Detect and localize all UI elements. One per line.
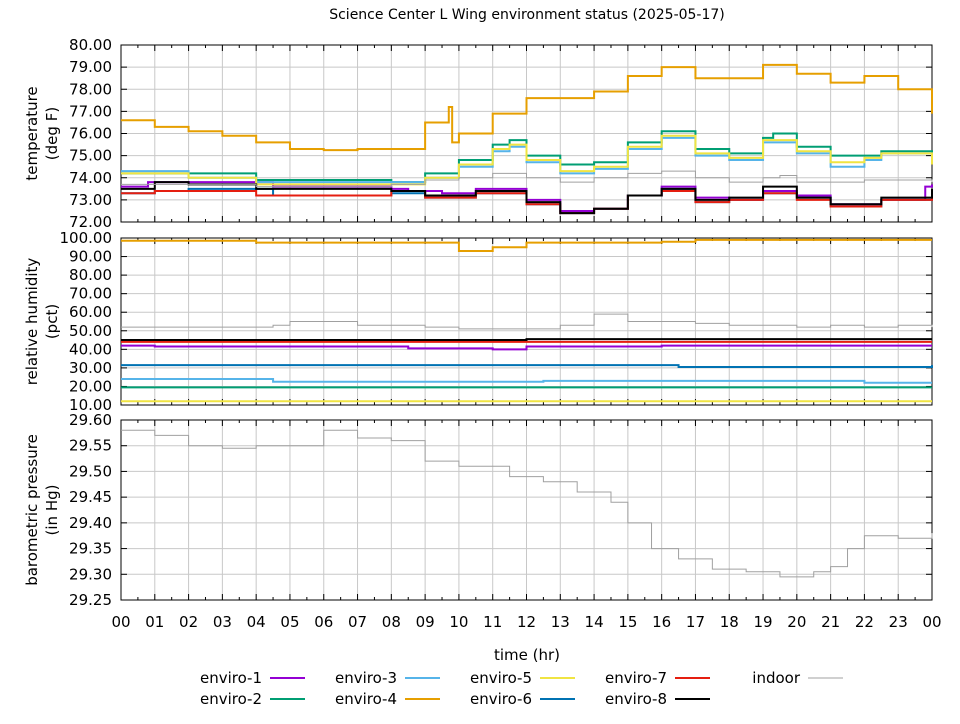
y-tick-label: 78.00 — [69, 80, 112, 98]
x-tick-label: 04 — [247, 613, 266, 631]
x-tick-label: 12 — [517, 613, 536, 631]
series-line-enviro-4 — [121, 63, 933, 152]
x-tick-label: 18 — [720, 613, 739, 631]
y-tick-label: 29.35 — [69, 540, 112, 558]
series-line-enviro-8 — [121, 181, 933, 215]
y-axis-label: barometric pressure — [23, 434, 41, 586]
y-tick-label: 90.00 — [69, 248, 112, 266]
legend-label: enviro-5 — [470, 669, 532, 687]
legend-label: enviro-6 — [470, 690, 532, 708]
x-tick-label: 00 — [111, 613, 130, 631]
panel-1: 10.0020.0030.0040.0050.0060.0070.0080.00… — [23, 229, 933, 414]
y-tick-label: 20.00 — [69, 377, 112, 395]
series-line-indoor — [121, 313, 933, 330]
x-tick-label: 22 — [855, 613, 874, 631]
series-line-enviro-6 — [121, 364, 933, 368]
plot-frame — [120, 237, 933, 406]
plot-frame — [120, 419, 933, 601]
y-axis-label: (deg F) — [43, 107, 61, 160]
y-tick-label: 29.30 — [69, 565, 112, 583]
y-tick-label: 75.00 — [69, 147, 112, 165]
y-tick-label: 79.00 — [69, 58, 112, 76]
x-tick-label: 21 — [821, 613, 840, 631]
legend-item-enviro-7: enviro-7 — [605, 669, 710, 687]
series-line-enviro-3 — [121, 378, 932, 384]
y-tick-label: 29.45 — [69, 488, 112, 506]
x-tick-label: 10 — [449, 613, 468, 631]
legend-item-enviro-6: enviro-6 — [470, 690, 575, 708]
y-tick-label: 29.25 — [69, 591, 112, 609]
legend-item-indoor: indoor — [752, 669, 843, 687]
x-tick-label: 16 — [652, 613, 671, 631]
legend-label: enviro-4 — [335, 690, 397, 708]
legend-item-enviro-5: enviro-5 — [470, 669, 575, 687]
y-tick-label: 40.00 — [69, 340, 112, 358]
series-line-enviro-1 — [121, 344, 932, 351]
y-tick-label: 76.00 — [69, 125, 112, 143]
y-tick-label: 74.00 — [69, 169, 112, 187]
series-line-enviro-8 — [121, 338, 932, 342]
series-line-indoor — [121, 170, 933, 188]
plot-frame — [120, 44, 933, 223]
x-tick-label: 09 — [416, 613, 435, 631]
x-tick-label: 07 — [348, 613, 367, 631]
x-tick-label: 13 — [551, 613, 570, 631]
legend-item-enviro-1: enviro-1 — [200, 669, 305, 687]
x-tick-label: 23 — [889, 613, 908, 631]
x-axis-label: time (hr) — [494, 646, 560, 664]
y-tick-label: 80.00 — [69, 36, 112, 54]
y-axis-label: (pct) — [43, 304, 61, 339]
x-tick-label: 15 — [618, 613, 637, 631]
x-tick-label: 02 — [179, 613, 198, 631]
legend-label: enviro-2 — [200, 690, 262, 708]
series-line-enviro-4 — [121, 238, 932, 252]
x-tick-label: 19 — [753, 613, 772, 631]
y-tick-label: 60.00 — [69, 303, 112, 321]
legend-label: enviro-7 — [605, 669, 667, 687]
y-tick-label: 29.40 — [69, 514, 112, 532]
y-tick-label: 70.00 — [69, 285, 112, 303]
panel-2: 29.25 29.30 29.35 29.40 29.45 29.50 29.55 29.60… — [23, 411, 942, 664]
y-tick-label: 30.00 — [69, 359, 112, 377]
legend-item-enviro-3: enviro-3 — [335, 669, 440, 687]
legend-item-enviro-4: enviro-4 — [335, 690, 440, 708]
y-axis-label: temperature — [23, 86, 41, 180]
y-tick-label: 10.00 — [69, 396, 112, 414]
legend-label: indoor — [752, 669, 801, 687]
x-tick-label: 06 — [314, 613, 333, 631]
x-tick-label: 14 — [585, 613, 604, 631]
legend-item-enviro-2: enviro-2 — [200, 690, 305, 708]
x-tick-label: 17 — [686, 613, 705, 631]
y-axis-label: (in Hg) — [43, 485, 61, 536]
legend-label: enviro-1 — [200, 669, 262, 687]
legend-label: enviro-3 — [335, 669, 397, 687]
y-axis-label: relative humidity — [23, 258, 41, 386]
chart-title: Science Center L Wing environment status… — [329, 7, 725, 23]
x-tick-label: 08 — [382, 613, 401, 631]
y-tick-label: 73.00 — [69, 191, 112, 209]
y-tick-label: 100.00 — [60, 229, 113, 247]
x-tick-label: 01 — [145, 613, 164, 631]
x-tick-label: 05 — [280, 613, 299, 631]
y-tick-label: 72.00 — [69, 213, 112, 231]
legend-label: enviro-8 — [605, 690, 667, 708]
y-tick-label: 80.00 — [69, 266, 112, 284]
y-tick-label: 29.55 — [69, 437, 112, 455]
series-line-indoor — [121, 429, 933, 578]
y-tick-label: 29.50 — [69, 462, 112, 480]
legend-item-enviro-8: enviro-8 — [605, 690, 710, 708]
y-tick-label: 77.00 — [69, 102, 112, 120]
panel-0: 72.00 73.00 74.00 75.00 76.00 77.00 78.00 79.00… — [23, 36, 933, 231]
y-tick-label: 29.60 — [69, 411, 112, 429]
y-tick-label: 50.00 — [69, 322, 112, 340]
x-tick-label: 00 — [922, 613, 941, 631]
x-tick-label: 03 — [213, 613, 232, 631]
x-tick-label: 11 — [483, 613, 502, 631]
x-tick-label: 20 — [787, 613, 806, 631]
